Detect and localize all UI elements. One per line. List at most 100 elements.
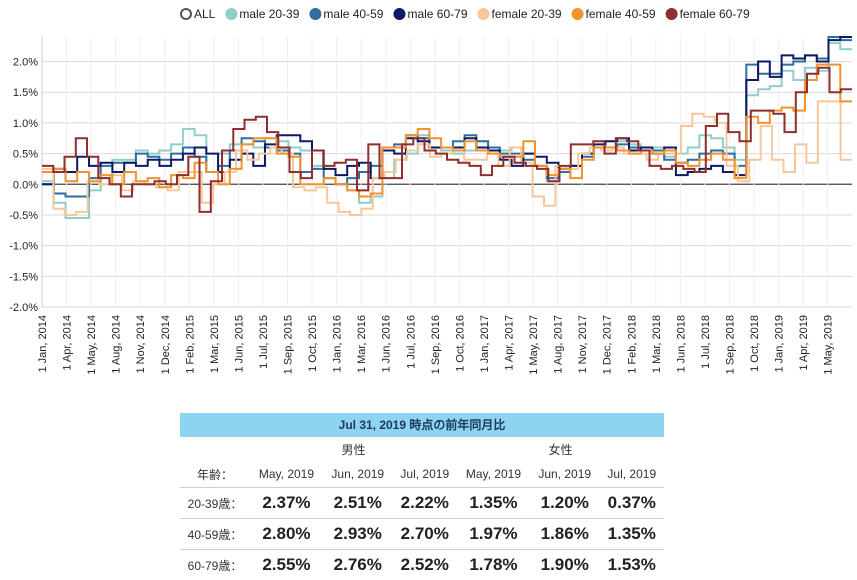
value-cell: 2.76%	[323, 550, 393, 580]
legend-item[interactable]: male 20-39	[225, 7, 299, 21]
group-female: 女性	[457, 437, 664, 461]
value-cell: 2.93%	[323, 519, 393, 550]
age-label: 年齢：	[180, 461, 250, 488]
x-tick-label: 1 Feb, 2018	[626, 315, 638, 374]
x-tick-label: 1 Sep, 2015	[283, 315, 295, 374]
legend-marker-icon	[181, 9, 191, 19]
legend-item[interactable]: female 20-39	[478, 7, 562, 21]
x-tick-label: 1 Oct, 2015	[307, 315, 319, 372]
value-cell: 2.22%	[393, 488, 457, 519]
summary-caption: Jul 31, 2019 時点の前年同月比	[180, 413, 664, 437]
x-tick-label: 1 Jan, 2019	[774, 315, 786, 373]
x-tick-label: 1 Jul, 2016	[405, 315, 417, 369]
row-label: 40-59歳：	[180, 519, 250, 550]
y-tick-label: -0.5%	[9, 210, 38, 222]
table-row: 40-59歳： 2.80% 2.93% 2.70% 1.97% 1.86% 1.…	[180, 519, 664, 550]
legend-marker-icon	[225, 8, 237, 20]
x-tick-label: 1 Nov, 2014	[135, 315, 147, 374]
legend[interactable]: ALL male 20-39 male 40-59 male 60-79 female …	[181, 7, 750, 21]
x-tick-label: 1 Aug, 2014	[111, 315, 123, 374]
month-header: Jul, 2019	[393, 461, 457, 488]
x-tick-label: 1 May, 2017	[528, 315, 540, 375]
y-tick-label: 2.0%	[13, 57, 38, 69]
x-tick-label: 1 May, 2014	[86, 315, 98, 375]
series-line	[42, 37, 852, 184]
y-tick-label: 1.0%	[13, 118, 38, 130]
x-tick-label: 1 Jul, 2018	[700, 315, 712, 369]
table-row: 60-79歳： 2.55% 2.76% 2.52% 1.78% 1.90% 1.…	[180, 550, 664, 580]
y-axis-ticks: 2.0%1.5%1.0%0.5%0.0%-0.5%-1.0%-1.5%-2.0%	[9, 57, 38, 314]
legend-item[interactable]: ALL	[181, 7, 216, 21]
x-tick-label: 1 Jan, 2017	[479, 315, 491, 373]
x-tick-label: 1 Mar, 2018	[651, 315, 663, 373]
x-tick-label: 1 Apr, 2014	[62, 315, 74, 371]
line-chart: 2.0%1.5%1.0%0.5%0.0%-0.5%-1.0%-1.5%-2.0%…	[0, 0, 857, 400]
legend-item[interactable]: male 60-79	[393, 7, 467, 21]
legend-marker-icon	[666, 8, 678, 20]
value-cell: 1.35%	[600, 519, 664, 550]
legend-label: female 20-39	[492, 7, 562, 21]
x-tick-label: 1 Jun, 2015	[233, 315, 245, 373]
month-header: May, 2019	[250, 461, 323, 488]
series-line	[42, 68, 852, 212]
value-cell: 2.51%	[323, 488, 393, 519]
legend-marker-icon	[478, 8, 490, 20]
x-tick-label: 1 Dec, 2014	[160, 315, 172, 374]
x-tick-label: 1 Jun, 2016	[381, 315, 393, 373]
value-cell: 1.86%	[530, 519, 600, 550]
legend-item[interactable]: female 60-79	[666, 7, 750, 21]
x-tick-label: 1 May, 2019	[823, 315, 835, 375]
legend-label: male 40-59	[323, 7, 383, 21]
row-label: 20-39歳：	[180, 488, 250, 519]
value-cell: 1.90%	[530, 550, 600, 580]
legend-marker-icon	[309, 8, 321, 20]
series-line	[42, 43, 852, 218]
legend-marker-icon	[572, 8, 584, 20]
y-tick-label: 1.5%	[13, 87, 38, 99]
value-cell: 2.80%	[250, 519, 323, 550]
legend-marker-icon	[393, 8, 405, 20]
y-tick-label: 0.0%	[13, 179, 38, 191]
x-tick-label: 1 Jan, 2014	[37, 315, 49, 373]
month-header: Jul, 2019	[600, 461, 664, 488]
x-tick-label: 1 Feb, 2015	[184, 315, 196, 374]
table-row: 20-39歳： 2.37% 2.51% 2.22% 1.35% 1.20% 0.…	[180, 488, 664, 519]
value-cell: 2.52%	[393, 550, 457, 580]
x-tick-label: 1 Apr, 2019	[798, 315, 810, 371]
x-tick-label: 1 Aug, 2017	[553, 315, 565, 374]
legend-label: ALL	[194, 7, 216, 21]
x-tick-label: 1 Mar, 2016	[356, 315, 368, 373]
value-cell: 2.37%	[250, 488, 323, 519]
month-header: Jun, 2019	[323, 461, 393, 488]
value-cell: 1.20%	[530, 488, 600, 519]
x-tick-label: 1 Jan, 2016	[332, 315, 344, 373]
value-cell: 1.53%	[600, 550, 664, 580]
value-cell: 1.78%	[457, 550, 530, 580]
value-cell: 2.70%	[393, 519, 457, 550]
x-tick-label: 1 Nov, 2017	[577, 315, 589, 374]
legend-label: male 60-79	[407, 7, 467, 21]
x-tick-label: 1 Sep, 2016	[430, 315, 442, 374]
series-line	[42, 65, 852, 197]
y-tick-label: -1.0%	[9, 241, 38, 253]
value-cell: 2.55%	[250, 550, 323, 580]
y-tick-label: -1.5%	[9, 271, 38, 283]
summary-grid: 男性 女性 年齢： May, 2019 Jun, 2019 Jul, 2019 …	[180, 437, 664, 580]
month-header: Jun, 2019	[530, 461, 600, 488]
value-cell: 1.35%	[457, 488, 530, 519]
x-tick-label: 1 Oct, 2016	[454, 315, 466, 372]
legend-item[interactable]: male 40-59	[309, 7, 383, 21]
month-header: May, 2019	[457, 461, 530, 488]
x-tick-label: 1 Mar, 2015	[209, 315, 221, 373]
legend-label: female 60-79	[680, 7, 750, 21]
value-cell: 0.37%	[600, 488, 664, 519]
x-tick-label: 1 Jun, 2018	[675, 315, 687, 373]
x-tick-label: 1 Dec, 2017	[602, 315, 614, 374]
value-cell: 1.97%	[457, 519, 530, 550]
x-tick-label: 1 Sep, 2018	[724, 315, 736, 374]
y-tick-label: 0.5%	[13, 149, 38, 161]
series-lines	[42, 37, 852, 218]
legend-item[interactable]: female 40-59	[572, 7, 656, 21]
x-tick-label: 1 Jul, 2015	[258, 315, 270, 369]
row-label: 60-79歳：	[180, 550, 250, 580]
